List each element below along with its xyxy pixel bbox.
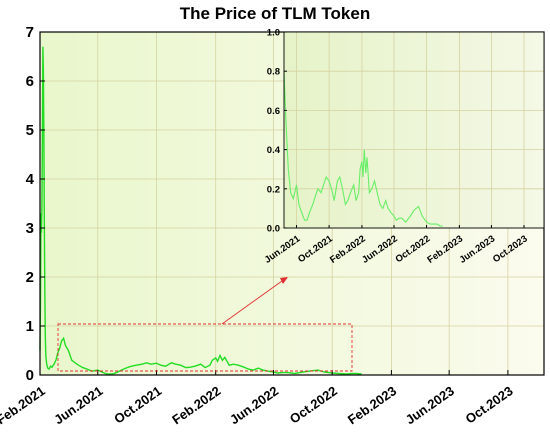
x-tick-label: Jun.2022 — [227, 383, 281, 427]
y-tick-label: 0.6 — [267, 106, 280, 117]
y-tick-label: 0 — [26, 367, 34, 384]
y-tick-label: 4 — [26, 171, 35, 188]
y-tick-label: 0.0 — [267, 224, 280, 235]
x-tick-label: Jun.2023 — [403, 383, 457, 427]
inset-plot-frame — [283, 31, 545, 229]
inset-plot-background — [284, 32, 544, 228]
zoom-region-box — [57, 323, 353, 372]
main-x-ticks: Feb.2021 Jun.2021 Oct.2021 Feb.2022 Jun.2022… — [0, 370, 516, 427]
main-y-ticks: 0 1 2 3 4 5 6 7 — [26, 24, 45, 384]
y-tick-label: 3 — [26, 220, 34, 237]
x-tick-label: Feb.2023 — [345, 383, 399, 427]
zoom-arrow — [221, 280, 283, 325]
y-tick-label: 1.0 — [267, 28, 280, 39]
y-tick-label: 0.8 — [267, 67, 280, 78]
inset-price-line — [283, 71, 443, 227]
x-tick-label: Oct.2023 — [463, 383, 516, 426]
x-tick-label: Jun.2021 — [51, 383, 105, 427]
x-tick-label: Oct.2021 — [111, 383, 164, 426]
chart-title: The Price of TLM Token — [180, 4, 370, 23]
x-tick-label: Feb.2021 — [0, 383, 48, 427]
y-tick-label: 0.2 — [267, 184, 280, 195]
inset-grid — [284, 32, 544, 228]
y-tick-label: 1 — [26, 318, 34, 335]
y-tick-label: 0.4 — [267, 145, 281, 156]
main-price-line — [39, 46, 362, 375]
y-tick-label: 2 — [26, 269, 34, 286]
y-tick-label: 5 — [26, 122, 34, 139]
zoom-arrowhead — [280, 277, 288, 284]
y-tick-label: 7 — [26, 24, 34, 41]
x-tick-label: Oct.2022 — [287, 383, 340, 426]
inset-y-ticks: 0.0 0.2 0.4 0.6 0.8 1.0 — [267, 28, 287, 235]
x-tick-label: Feb.2022 — [169, 383, 223, 427]
y-tick-label: 6 — [26, 73, 34, 90]
